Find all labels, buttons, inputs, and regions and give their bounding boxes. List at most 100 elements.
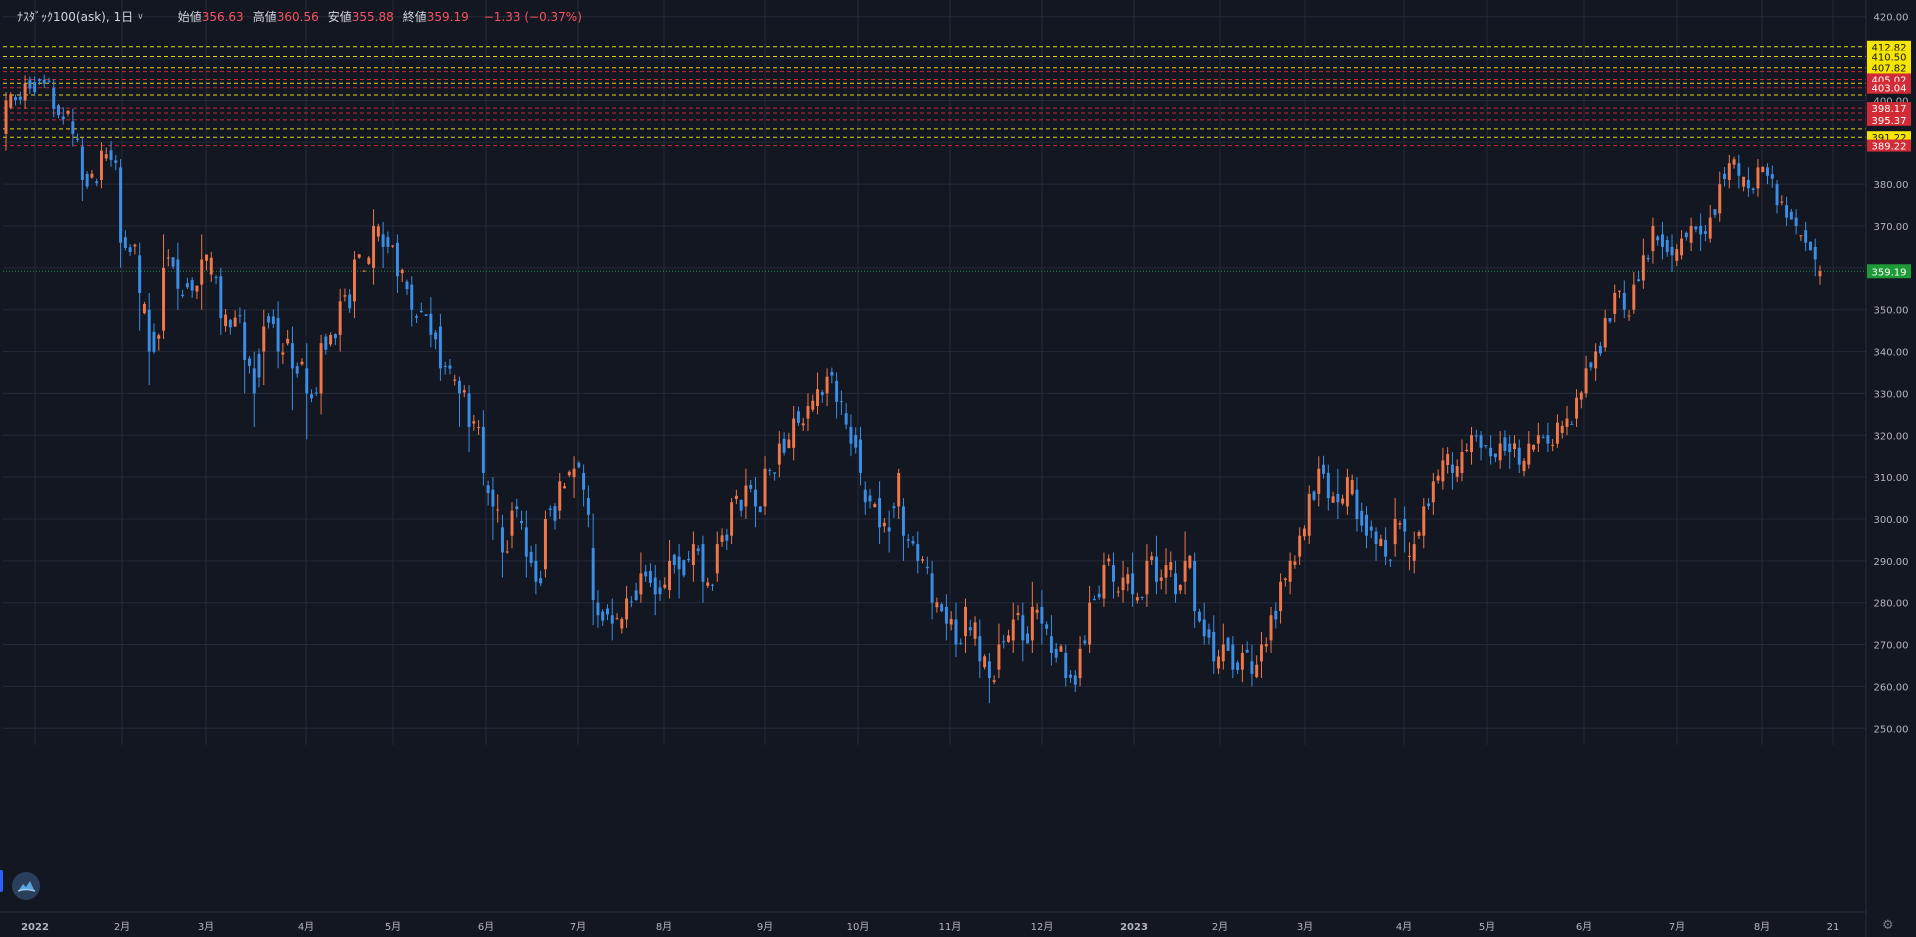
candle: [1045, 624, 1049, 629]
candle: [1355, 489, 1359, 519]
candle: [1331, 496, 1335, 503]
candle: [142, 303, 146, 314]
candle: [176, 259, 180, 289]
level-label: 405.02: [1872, 75, 1907, 86]
candle: [185, 283, 189, 288]
symbol-title[interactable]: ﾅｽﾀﾞｯｸ100(ask), 1日: [17, 10, 134, 24]
candle: [1365, 514, 1368, 536]
candle: [844, 413, 848, 425]
candle: [472, 421, 476, 424]
candle: [701, 544, 705, 582]
candle: [539, 578, 543, 584]
time-axis[interactable]: 2022 2月 3月 4月 5月 6月 7月 8月 9月 10月 11月 12月 2023 2月 3月 4月 5…: [0, 911, 1866, 933]
candle: [1126, 574, 1130, 584]
candle: [1154, 556, 1158, 582]
candle: [1360, 510, 1364, 526]
candle: [1479, 435, 1483, 448]
candle: [114, 160, 118, 163]
candle: [1742, 176, 1746, 187]
candle: [252, 368, 256, 394]
candle: [281, 352, 285, 355]
candle: [749, 484, 753, 489]
candle: [195, 285, 199, 292]
candle: [548, 508, 552, 511]
candle: [1493, 453, 1497, 458]
y-tick-label: 250.00: [1874, 724, 1909, 735]
candle: [1680, 238, 1684, 256]
candle: [443, 365, 447, 367]
candle: [730, 502, 734, 536]
candle: [243, 322, 247, 360]
candle: [329, 334, 333, 345]
y-tick-label: 400.00: [1874, 96, 1909, 107]
candle: [47, 80, 51, 82]
level-label: 410.50: [1872, 53, 1907, 64]
candle: [1183, 560, 1187, 582]
candle: [367, 257, 371, 264]
candle: [1608, 317, 1612, 322]
candle: [1274, 610, 1278, 620]
candle: [1016, 613, 1020, 616]
candle: [467, 393, 471, 427]
candle: [1627, 315, 1631, 317]
candle: [1694, 226, 1698, 230]
candle-series: [4, 74, 1822, 704]
candle: [911, 540, 915, 544]
chevron-down-icon[interactable]: ∨: [137, 11, 144, 22]
candle: [1718, 184, 1722, 214]
candle: [1345, 477, 1349, 507]
candle: [940, 604, 944, 612]
candle: [987, 661, 991, 679]
candle: [1059, 646, 1063, 652]
candle: [720, 535, 724, 542]
candle: [1054, 648, 1058, 658]
candle: [1522, 460, 1526, 472]
candle: [925, 566, 929, 569]
candle: [1746, 179, 1750, 189]
candle: [18, 96, 22, 100]
candle: [1384, 539, 1388, 557]
candle: [80, 146, 84, 180]
candle: [663, 584, 667, 588]
x-tick-label: 9月: [757, 921, 773, 933]
candle: [1412, 544, 1416, 561]
candle: [491, 489, 495, 507]
candle: [233, 317, 237, 327]
candle: [295, 366, 299, 374]
candle: [410, 284, 414, 310]
x-tick-label: 21: [1827, 922, 1840, 933]
candle: [954, 619, 958, 645]
x-tick-label: 2月: [114, 921, 130, 933]
candle: [944, 606, 948, 624]
level-label: 403.04: [1872, 84, 1907, 95]
candle: [520, 520, 524, 524]
candle: [1283, 578, 1287, 581]
candle: [1579, 392, 1583, 400]
candle: [820, 392, 824, 395]
candle: [4, 100, 8, 134]
candle: [85, 173, 89, 187]
candle: [99, 150, 103, 180]
candle: [558, 481, 562, 511]
candle: [42, 79, 46, 84]
candle: [1026, 633, 1030, 644]
candle: [1259, 644, 1263, 662]
candle: [1618, 290, 1621, 292]
candle: [1455, 466, 1459, 477]
candle: [1780, 201, 1784, 203]
candle: [448, 365, 452, 369]
gear-icon[interactable]: ⚙: [1882, 918, 1894, 933]
candle: [1169, 562, 1173, 571]
x-tick-label: 10月: [847, 921, 870, 933]
candle: [128, 247, 132, 252]
candle: [1708, 217, 1712, 239]
candle: [415, 316, 419, 318]
tradingview-cloud-icon[interactable]: [12, 872, 40, 900]
symbol-legend: ﾅｽﾀﾞｯｸ100(ask), 1日 ∨ 始値 356.63 高値 360.56…: [17, 8, 582, 25]
candle: [1660, 234, 1664, 247]
candle: [290, 343, 294, 369]
candle: [1341, 498, 1345, 504]
candle: [238, 315, 242, 317]
